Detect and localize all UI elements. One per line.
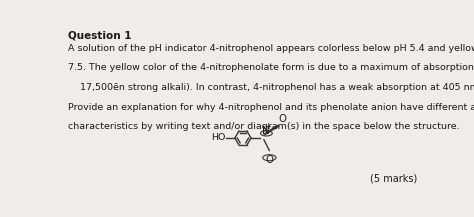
Text: (5 marks): (5 marks) [370,174,418,184]
Text: characteristics by writing text and/or diagram(s) in the space below the structu: characteristics by writing text and/or d… [68,122,460,132]
Text: HO: HO [211,133,226,143]
Text: O: O [265,155,273,165]
Text: 7.5. The yellow color of the 4-nitrophenolate form is due to a maximum of absorp: 7.5. The yellow color of the 4-nitrophen… [68,63,474,72]
Text: +: + [264,122,271,131]
Text: O: O [278,114,286,124]
Text: Provide an explanation for why 4-nitrophenol and its phenolate anion have differ: Provide an explanation for why 4-nitroph… [68,103,474,112]
Text: Question 1: Question 1 [68,30,132,40]
Text: A solution of the pH indicator 4-nitrophenol appears colorless below pH 5.4 and : A solution of the pH indicator 4-nitroph… [68,44,474,53]
Text: N: N [262,126,270,136]
Text: 17,500ēn strong alkali). In contrast, 4-nitrophenol has a weak absorption at 405: 17,500ēn strong alkali). In contrast, 4-… [68,83,474,92]
